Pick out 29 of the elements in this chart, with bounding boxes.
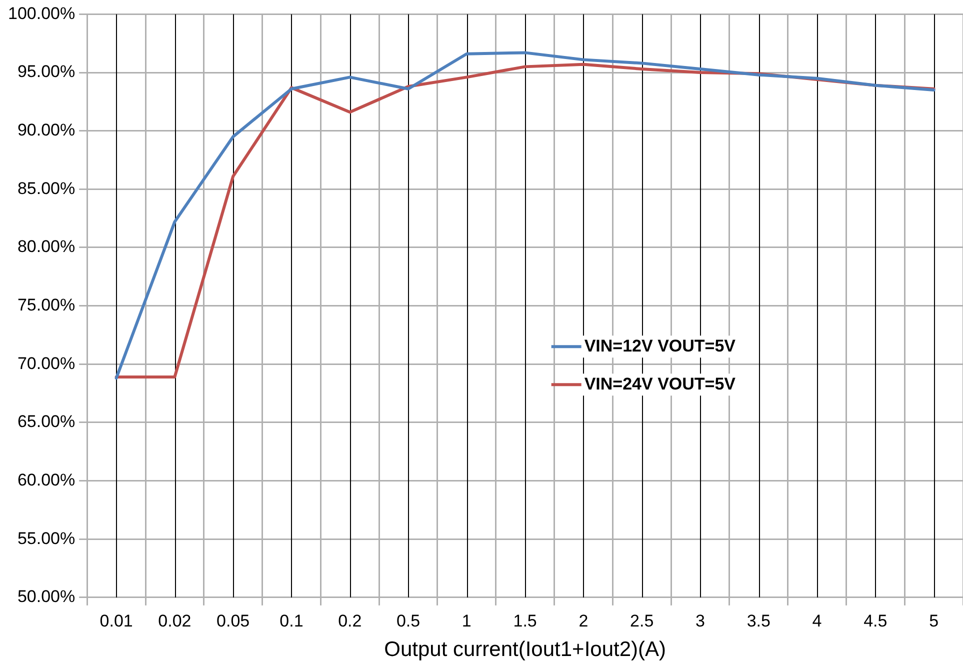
y-tick-label: 85.00% — [17, 178, 76, 198]
x-tick-label: 1.5 — [513, 611, 537, 630]
legend-label: VIN=12V VOUT=5V — [584, 336, 736, 356]
x-tick-label: 0.5 — [396, 611, 420, 630]
x-tick-label: 2.5 — [630, 611, 654, 630]
x-tick-label: 0.01 — [100, 611, 133, 630]
y-tick-label: 100.00% — [8, 4, 76, 23]
x-axis-title: Output current(Iout1+Iout2)(A) — [384, 638, 666, 662]
y-tick-label: 65.00% — [17, 412, 76, 432]
x-tick-label: 1 — [462, 611, 472, 630]
x-tick-label: 0.1 — [280, 611, 304, 630]
x-tick-label: 5 — [929, 611, 939, 630]
y-tick-label: 80.00% — [17, 237, 76, 256]
x-tick-label: 4 — [812, 611, 822, 630]
x-tick-label: 3.5 — [746, 611, 770, 630]
y-tick-label: 55.00% — [17, 528, 76, 548]
x-tick-label: 3 — [696, 611, 705, 630]
x-tick-label: 2 — [578, 611, 588, 630]
y-tick-label: 70.00% — [17, 354, 76, 373]
x-tick-label: 0.2 — [338, 611, 362, 630]
y-tick-label: 60.00% — [17, 470, 76, 490]
y-tick-label: 50.00% — [17, 587, 76, 606]
x-tick-label: 0.05 — [216, 611, 250, 630]
x-tick-label: 4.5 — [864, 611, 888, 630]
y-tick-label: 95.00% — [17, 62, 76, 82]
legend-label: VIN=24V VOUT=5V — [584, 374, 736, 394]
y-tick-label: 90.00% — [17, 120, 76, 140]
x-tick-label: 0.02 — [158, 611, 192, 630]
y-tick-label: 75.00% — [17, 295, 76, 314]
